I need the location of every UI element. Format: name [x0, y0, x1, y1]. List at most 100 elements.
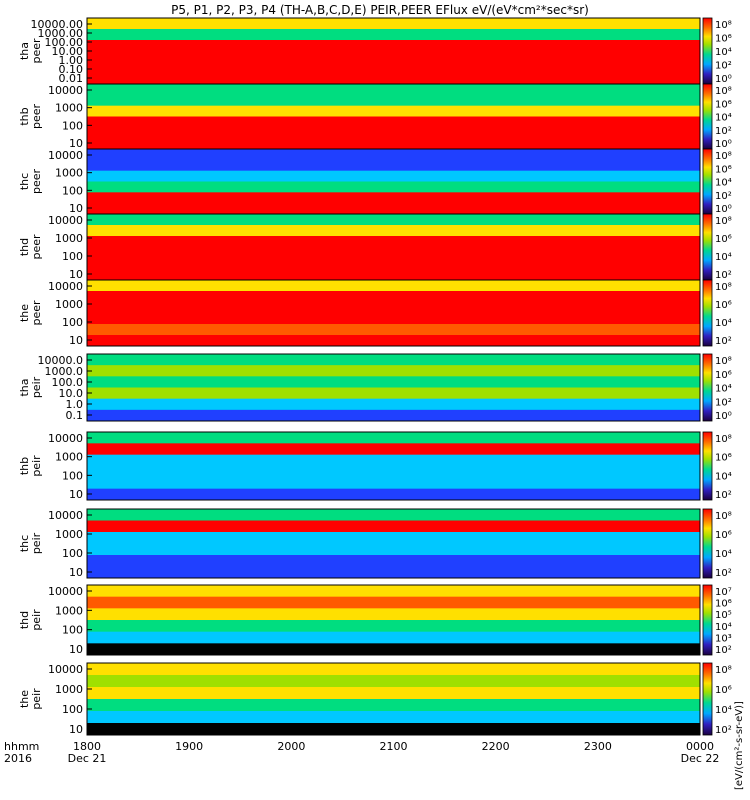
y-tick-label: 100: [62, 703, 83, 716]
panel-species-label: peer: [30, 38, 43, 64]
colorbar-tick-label: 10⁴: [715, 622, 732, 633]
panel-probe-label: the: [18, 690, 31, 708]
spectrogram-band: [87, 73, 700, 85]
colorbar-tick-label: 10⁴: [715, 178, 732, 189]
y-tick-label: 10000.0: [38, 354, 84, 367]
spectrogram-band: [87, 432, 700, 444]
spectrogram-band: [87, 105, 700, 117]
spectrogram-band: [87, 214, 700, 226]
y-tick-label: 100: [62, 547, 83, 560]
panel-probe-label: tha: [18, 42, 31, 60]
x-tick-label: 1900: [175, 740, 203, 753]
panel-frame: [86, 431, 701, 501]
colorbar: [702, 431, 713, 501]
spectrogram-band: [87, 376, 700, 388]
colorbar-tick-label: 10⁸: [715, 282, 732, 293]
spectrogram-band: [87, 477, 700, 490]
colorbar-tick-label: 10⁶: [715, 599, 732, 610]
panel-frame: [86, 508, 701, 579]
colorbar-tick-label: 10⁶: [715, 370, 732, 381]
y-tick-label: 1000: [55, 451, 83, 464]
spectrogram-band: [87, 566, 700, 579]
y-tick-label: 10: [69, 566, 83, 579]
spectrogram-band: [87, 643, 700, 656]
spectrogram-band: [87, 170, 700, 182]
spectrogram-band: [87, 280, 700, 292]
colorbar-tick-label: 10⁴: [715, 471, 732, 482]
spectrogram-band: [87, 236, 700, 248]
spectrogram-band: [87, 398, 700, 411]
spectrogram-band: [87, 520, 700, 533]
panel-thd-peer: 10000 1000 100 10 thd peer 10⁸ 10⁶ 10⁴ 10²: [18, 213, 732, 281]
panel-species-label: peir: [30, 376, 43, 398]
spectrogram-band: [87, 94, 700, 107]
spectrogram-band: [87, 509, 700, 521]
colorbar-tick-label: 10⁸: [715, 151, 732, 162]
colorbar-tick-label: 10²: [715, 645, 732, 656]
colorbar-tick-label: 10⁴: [715, 549, 732, 560]
y-tick-label: 100: [62, 119, 83, 132]
y-tick-label: 10000: [48, 509, 83, 522]
spectrogram-band: [87, 18, 700, 30]
y-tick-label: 100: [62, 250, 83, 263]
panel-probe-label: thb: [18, 107, 31, 125]
colorbar-tick-label: 10²: [715, 336, 732, 347]
spectrogram-band: [87, 324, 700, 336]
colorbar-tick-label: 10⁵: [715, 610, 732, 621]
panel-thc-peer: 10000 1000 100 10 thc peer 10⁸ 10⁶ 10⁴ 10² 10⁰: [18, 148, 732, 215]
y-tick-label: 1000: [55, 232, 83, 245]
panel-species-label: peer: [30, 169, 43, 195]
panel-species-label: peer: [30, 234, 43, 260]
spectrogram-band: [87, 488, 700, 501]
spectrogram-band: [87, 532, 700, 544]
x-date-label: Dec 21: [68, 752, 107, 765]
y-tick-label: 100: [62, 184, 83, 197]
spectrogram-band: [87, 29, 700, 41]
spectrogram-band: [87, 203, 700, 215]
spectrogram-band: [87, 365, 700, 377]
y-tick-label: 10: [69, 723, 83, 736]
colorbar-tick-label: 10⁰: [715, 204, 732, 215]
spectrogram-band: [87, 258, 700, 270]
y-tick-label: 10000: [48, 663, 83, 676]
colorbar-tick-label: 10⁸: [715, 86, 732, 97]
colorbar-tick-label: 10⁶: [715, 164, 732, 175]
y-tick-label: 100: [62, 624, 83, 637]
colorbar-tick-label: 10²: [715, 61, 732, 72]
spectrogram-band: [87, 687, 700, 700]
colorbar-tick-label: 10⁷: [715, 587, 732, 598]
colorbar-tick-label: 10²: [715, 490, 732, 501]
spectrogram-band: [87, 291, 700, 303]
y-tick-label: 10: [69, 643, 83, 656]
spectrogram-band: [87, 302, 700, 314]
y-tick-label: 10: [69, 268, 83, 281]
panel-frame: [86, 584, 701, 656]
y-tick-label: 100: [62, 469, 83, 482]
y-tick-label: 100: [62, 316, 83, 329]
colorbar: [702, 508, 713, 579]
y-tick-label: 10000: [48, 585, 83, 598]
panel-probe-label: tha: [18, 378, 31, 396]
spectrogram-band: [87, 116, 700, 128]
panel-probe-label: the: [18, 304, 31, 322]
colorbar-tick-label: 10⁸: [715, 665, 732, 676]
colorbar-tick-label: 10²: [715, 270, 732, 281]
spectrogram-band: [87, 138, 700, 150]
colorbar-tick-label: 10⁴: [715, 47, 732, 58]
colorbar-tick-label: 10⁴: [715, 384, 732, 395]
y-tick-label: 1.00: [59, 54, 84, 67]
panel-probe-label: thd: [18, 611, 31, 629]
colorbar-tick-label: 10²: [715, 725, 732, 736]
y-tick-label: 10000.00: [31, 18, 84, 31]
colorbar-tick-label: 10⁶: [715, 685, 732, 696]
spectrogram-band: [87, 711, 700, 724]
colorbar-tick-label: 10⁸: [715, 356, 732, 367]
panel-thb-peir: 10000 1000 100 10 thb peir 10⁸ 10⁶ 10⁴ 10²: [18, 431, 732, 501]
y-tick-label: 1000: [55, 683, 83, 696]
colorbar-tick-label: 10⁰: [715, 74, 732, 85]
y-tick-label: 10.0: [59, 387, 84, 400]
colorbar-tick-label: 10⁶: [715, 99, 732, 110]
spectrogram-band: [87, 149, 700, 161]
